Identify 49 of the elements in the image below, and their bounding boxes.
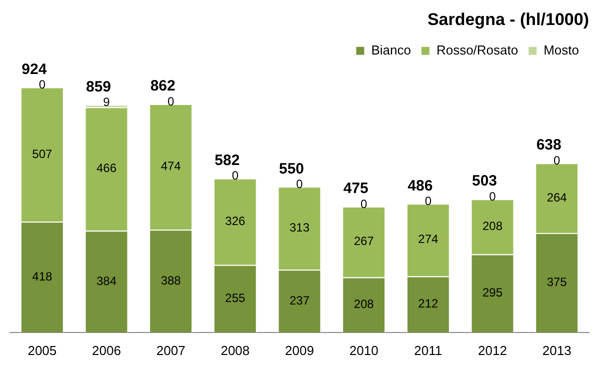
data-label: 375	[546, 275, 568, 290]
total-label: 475	[343, 180, 368, 198]
data-label: 208	[354, 297, 374, 312]
data-label: 474	[160, 159, 182, 174]
data-label: 237	[289, 293, 310, 308]
data-label: 0	[553, 153, 560, 168]
data-label: 0	[38, 78, 46, 92]
x-tick-label: 2007	[156, 342, 186, 358]
total-label: 503	[472, 172, 498, 190]
data-label: 208	[482, 218, 503, 233]
total-label: 582	[214, 152, 240, 170]
x-tick-label: 2009	[285, 342, 314, 358]
data-label: 0	[232, 168, 239, 183]
data-label: 267	[354, 234, 374, 248]
total-label: 638	[536, 136, 562, 154]
x-tick-label: 2005	[28, 342, 57, 358]
x-tick-label: 2010	[349, 342, 378, 358]
total-label: 859	[86, 78, 112, 96]
data-label: 313	[289, 220, 310, 234]
total-label: 924	[22, 60, 48, 78]
data-label: 295	[482, 286, 503, 300]
data-label: 326	[225, 214, 246, 228]
data-label: 0	[489, 189, 496, 204]
data-label: 384	[96, 274, 117, 288]
legend-label: Mosto	[544, 42, 580, 58]
data-label: 466	[96, 161, 117, 176]
x-tick-label: 2013	[542, 342, 572, 358]
data-label: 0	[296, 176, 304, 191]
total-label: 486	[408, 177, 433, 194]
data-label: 9	[103, 95, 110, 110]
total-label: 550	[278, 160, 304, 178]
x-tick-label: 2008	[220, 342, 250, 358]
data-label: 0	[167, 94, 174, 108]
data-label: 255	[225, 290, 246, 305]
data-label: 0	[424, 194, 432, 208]
data-label: 507	[32, 146, 52, 161]
chart-title: Sardegna - (hl/1000)	[427, 10, 589, 29]
data-label: 418	[32, 269, 52, 284]
data-label: 388	[160, 273, 182, 288]
data-label: 264	[546, 190, 568, 204]
total-label: 862	[150, 78, 176, 95]
legend-label: Bianco	[371, 42, 411, 58]
data-label: 274	[418, 232, 438, 246]
legend-label: Rosso/Rosato	[436, 42, 518, 58]
data-label: 0	[360, 196, 368, 211]
x-tick-label: 2012	[478, 342, 507, 358]
x-tick-label: 2006	[92, 342, 121, 358]
data-label: 212	[418, 296, 438, 311]
x-tick-label: 2011	[414, 342, 442, 358]
